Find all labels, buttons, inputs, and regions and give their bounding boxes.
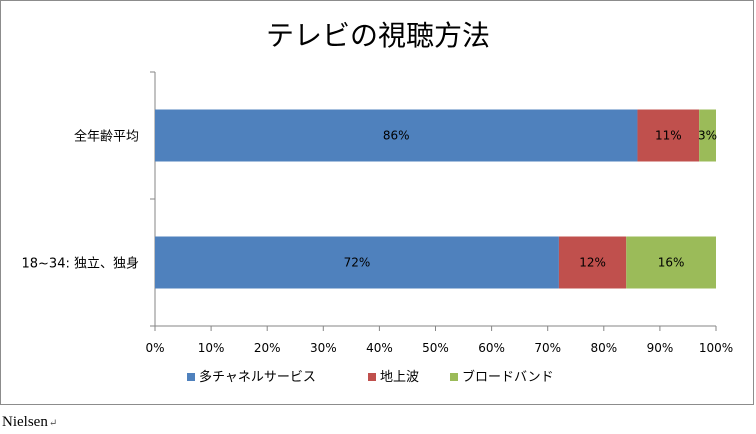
chart-svg: テレビの視聴方法 86% 11% 3% 72% 12% 16% 0% 10% 20% 30% 40… — [22, 19, 734, 385]
legend-swatch — [368, 373, 376, 381]
x-tick-label: 60% — [478, 341, 505, 355]
x-tick-label: 40% — [366, 341, 393, 355]
category-labels: 全年齢平均 18~34: 独立、独身 — [22, 129, 140, 272]
bar-segment — [699, 109, 716, 162]
bar-segment — [558, 236, 627, 289]
legend-label: 多チャネルサービス — [199, 369, 316, 385]
x-tick-label: 90% — [647, 341, 674, 355]
bar-segment — [626, 236, 716, 289]
category-label: 18~34: 独立、独身 — [22, 256, 140, 272]
x-tick-label: 70% — [534, 341, 561, 355]
data-label: 16% — [658, 256, 685, 270]
chart-frame — [0, 0, 754, 405]
x-tick-labels: 0% 10% 20% 30% 40% 50% 60% 70% 80% 90% 100% — [145, 341, 733, 355]
bar-segment — [637, 109, 700, 162]
legend-label: 地上波 — [380, 370, 419, 385]
category-label: 全年齢平均 — [74, 129, 139, 145]
chart-title: テレビの視聴方法 — [266, 19, 490, 52]
bars-group: 86% 11% 3% 72% 12% 16% — [155, 109, 717, 289]
bar-segment — [155, 236, 559, 289]
paragraph-mark: ↵ — [48, 418, 58, 429]
data-label: 86% — [383, 129, 410, 143]
source-text: Nielsen — [2, 414, 48, 430]
x-tick-label: 20% — [254, 341, 281, 355]
x-tick-label: 100% — [699, 341, 733, 355]
legend: 多チャネルサービス 地上波 ブロードバンド — [187, 369, 554, 385]
legend-swatch — [187, 373, 195, 381]
x-tick-label: 10% — [198, 341, 225, 355]
data-label: 11% — [655, 129, 682, 143]
data-label: 72% — [344, 256, 371, 270]
x-tick-label: 0% — [145, 341, 164, 355]
data-label: 3% — [698, 129, 717, 143]
x-tick-label: 80% — [590, 341, 617, 355]
bar-segment — [155, 109, 638, 162]
x-tick-label: 50% — [422, 341, 449, 355]
source-note: Nielsen↵ — [2, 413, 57, 433]
legend-swatch — [450, 373, 458, 381]
legend-label: ブロードバンド — [462, 369, 554, 385]
x-tick-label: 30% — [310, 341, 337, 355]
data-label: 12% — [579, 256, 606, 270]
